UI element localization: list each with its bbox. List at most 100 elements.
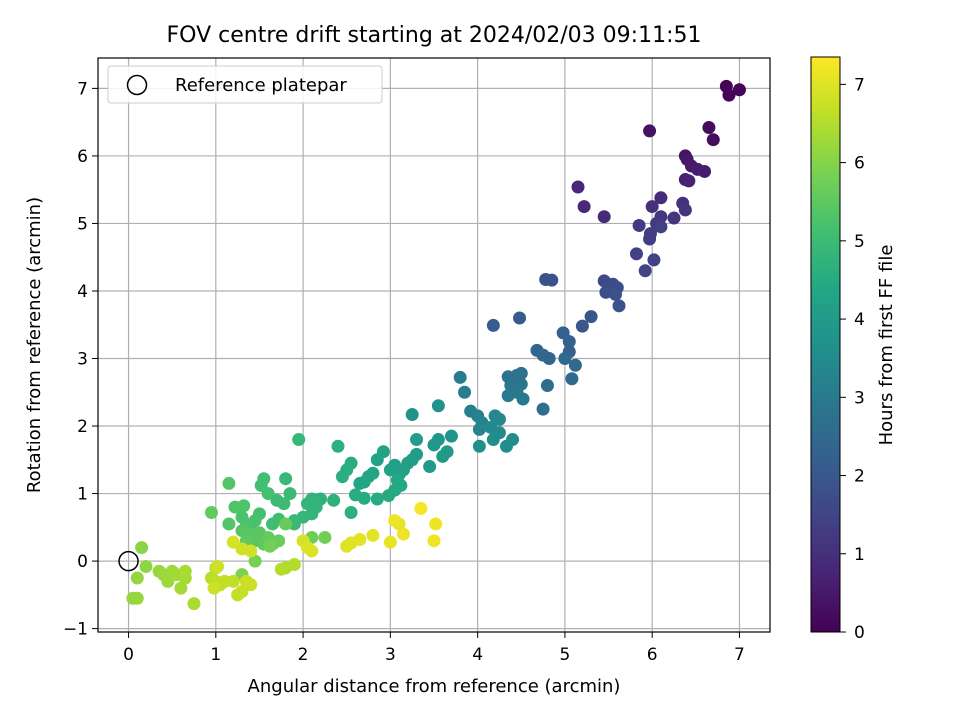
data-point [722,88,736,102]
data-point [565,372,579,386]
data-point [335,470,349,484]
data-point [187,597,201,611]
data-point [540,379,554,393]
data-point [472,439,486,453]
data-point [577,200,591,214]
data-point [235,510,249,524]
data-point [678,203,692,217]
data-point [344,505,358,519]
data-point [609,287,623,301]
chart-title: FOV centre drift starting at 2024/02/03 … [167,23,702,48]
data-point [235,584,249,598]
data-point [266,517,280,531]
data-point [207,581,221,595]
data-point [226,574,240,588]
y-tick-label: 0 [77,552,88,572]
data-point [667,211,681,225]
data-point [222,476,236,490]
data-point [654,220,668,234]
x-tick-label: 6 [647,645,658,665]
x-axis-label: Angular distance from reference (arcmin) [248,676,621,697]
data-point [261,487,275,501]
data-point [706,133,720,147]
legend-box [107,65,383,104]
data-point [139,559,153,573]
data-point [558,352,572,366]
data-point [499,439,513,453]
data-point [545,273,559,287]
colorbar-tick-label: 3 [854,388,865,408]
y-tick-label: 1 [77,485,88,505]
data-point [501,389,515,403]
data-point [370,453,384,467]
data-point [353,532,367,546]
data-point [292,433,306,447]
data-point [235,542,249,556]
data-point [226,535,240,549]
data-point [562,335,576,349]
data-point [388,514,402,528]
x-tick-label: 5 [559,645,570,665]
data-point [516,392,530,406]
data-point [444,429,458,443]
data-point [542,352,556,366]
colorbar-tick-label: 2 [854,467,865,487]
data-point [327,493,341,507]
data-point [263,539,277,553]
data-point [305,544,319,558]
x-tick-label: 7 [734,645,745,665]
colorbar-tick-label: 6 [854,154,865,174]
data-point [370,492,384,506]
data-point [222,517,236,531]
data-point [414,501,428,515]
data-point [612,299,626,313]
data-point [638,264,652,278]
data-point [130,571,144,585]
data-point [453,370,467,384]
data-point [135,541,149,555]
y-axis-label: Rotation from reference (arcmin) [24,197,45,493]
data-point [331,439,345,453]
y-tick-label: 4 [77,282,88,302]
colorbar-tick-label: 0 [854,623,865,643]
reference-platepar-marker [118,550,139,572]
legend: Reference platepar [107,65,383,104]
data-point [279,517,293,531]
colorbar-tick-label: 7 [854,75,865,95]
data-point [405,453,419,467]
data-point [244,578,258,592]
y-tick-label: −1 [63,620,88,640]
data-point [732,83,746,97]
colorbar-tick-label: 5 [854,232,865,252]
data-point [654,191,668,205]
data-point [584,310,598,324]
x-axis-ticks: 0 1 2 3 4 5 6 7 [123,632,745,665]
colorbar-tick-label: 4 [854,310,865,330]
y-tick-label: 2 [77,417,88,437]
colorbar-label: Hours from first FF file [876,245,897,446]
data-point [353,476,367,490]
data-point [348,488,362,502]
data-point [174,581,188,595]
data-point [458,385,472,399]
data-point [492,412,506,426]
data-point [513,311,527,325]
data-point [632,218,646,232]
data-point [274,562,288,576]
data-point [283,487,297,501]
data-point [277,497,291,511]
data-point [366,528,380,542]
y-tick-label: 5 [77,214,88,234]
data-point [423,460,437,474]
data-point [536,402,550,416]
colorbar-tick-label: 1 [854,545,865,565]
x-tick-label: 3 [385,645,396,665]
data-point [279,472,293,486]
data-point [568,358,582,372]
data-point [204,505,218,519]
data-point [396,527,410,541]
data-point [410,433,424,447]
data-point [629,247,643,261]
data-point [383,463,397,477]
